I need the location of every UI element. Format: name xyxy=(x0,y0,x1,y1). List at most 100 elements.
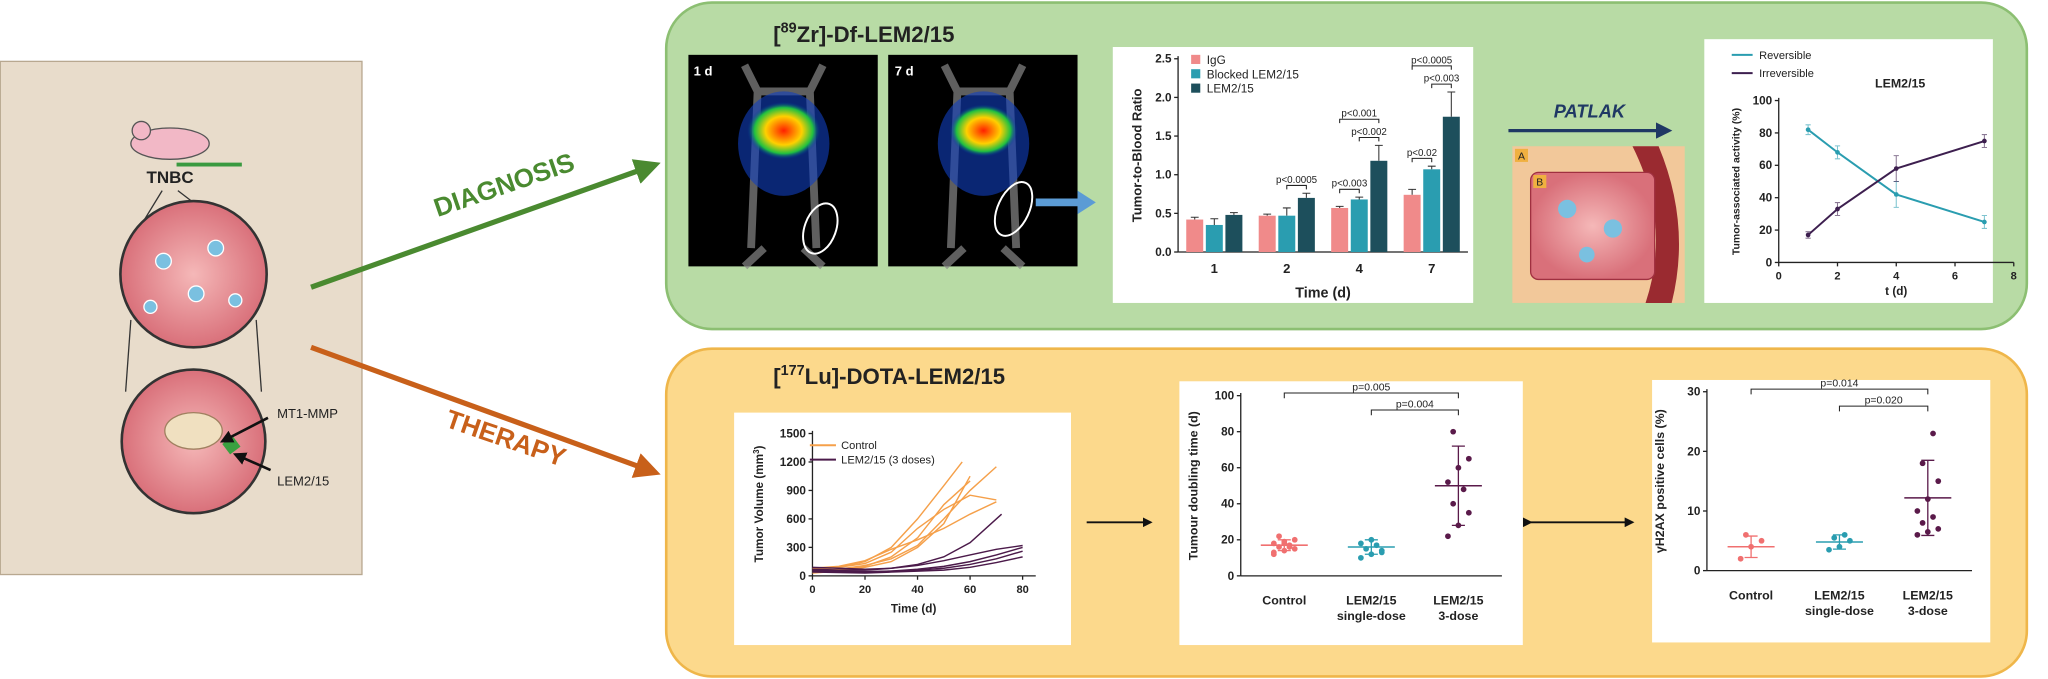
chart-box xyxy=(1704,39,1993,303)
p-value: p<0.003 xyxy=(1332,179,1368,190)
significance-bracket xyxy=(1370,409,1459,416)
patlak-label: PATLAK xyxy=(1554,101,1627,122)
chart-box xyxy=(734,412,1072,646)
error-bar xyxy=(1210,218,1219,225)
point xyxy=(1924,528,1931,535)
x-tick-label: 0 xyxy=(809,584,815,596)
line xyxy=(1807,140,1985,236)
significance-bracket xyxy=(1339,118,1380,124)
therapy-label: THERAPY xyxy=(442,404,570,473)
growth-line xyxy=(812,501,997,569)
diagnosis-arrow xyxy=(310,159,661,290)
error-bar xyxy=(1447,91,1456,117)
point xyxy=(1363,545,1369,552)
point xyxy=(1930,514,1936,520)
point xyxy=(1276,533,1282,540)
zone-label: B xyxy=(1536,177,1543,188)
point xyxy=(1805,127,1811,133)
significance-bracket xyxy=(1339,188,1360,194)
bar xyxy=(1205,224,1223,253)
x-tick-label: 60 xyxy=(964,584,976,596)
pet-image: 7 d xyxy=(888,54,1078,270)
error-bar xyxy=(1190,216,1199,220)
x-tick-label: 2 xyxy=(1283,261,1290,276)
point xyxy=(1368,536,1375,543)
zone-label: A xyxy=(1518,151,1525,162)
therapy-title: [177Lu]-DOTA-LEM2/15 xyxy=(773,363,1005,389)
point xyxy=(1847,537,1853,544)
chart-title: LEM2/15 xyxy=(1875,76,1925,90)
y-tick-label: 100 xyxy=(1753,94,1773,107)
point xyxy=(1291,536,1298,543)
x-tick-label: LEM2/15 3-dose xyxy=(1903,588,1953,618)
label-line: 3-dose xyxy=(1908,604,1948,618)
point xyxy=(1270,549,1277,556)
point xyxy=(1982,219,1987,225)
title-sup: 89 xyxy=(781,21,797,37)
point xyxy=(1465,455,1472,462)
p-value: p<0.001 xyxy=(1341,109,1377,120)
x-tick-label: 2 xyxy=(1834,270,1840,282)
pet-label: 7 d xyxy=(895,64,914,79)
error-bar xyxy=(1335,205,1344,208)
legend-swatch xyxy=(1191,54,1201,64)
chart-box xyxy=(1652,379,1991,643)
bar xyxy=(1278,215,1296,253)
bar xyxy=(1297,197,1315,253)
y-tick-label: 0 xyxy=(1694,565,1701,578)
bar xyxy=(1350,199,1368,253)
flow-arrow xyxy=(1035,190,1096,215)
y-tick-label: 1.0 xyxy=(1155,169,1172,182)
point xyxy=(1930,430,1936,437)
tnbc-label: TNBC xyxy=(146,168,193,187)
label-part: Tumor Volume (mm xyxy=(753,454,766,563)
x-tick-label: Control xyxy=(1262,594,1306,608)
y-tick-label: 20 xyxy=(1759,224,1773,237)
y-tick-label: 1.5 xyxy=(1155,130,1172,143)
point xyxy=(1835,206,1840,212)
bar xyxy=(1370,160,1388,253)
legend-label: Blocked LEM2/15 xyxy=(1207,68,1300,81)
point xyxy=(1373,542,1380,549)
point xyxy=(1914,531,1921,538)
y-tick-label: 0 xyxy=(1766,256,1773,269)
y-tick-label: 80 xyxy=(1221,426,1235,439)
y-tick-label: 0.5 xyxy=(1155,207,1172,220)
point xyxy=(1368,551,1375,558)
x-tick-label: 20 xyxy=(859,584,871,596)
y-tick-label: 100 xyxy=(1215,390,1235,403)
point xyxy=(1445,479,1451,486)
error-bar xyxy=(1427,165,1436,170)
significance-bracket xyxy=(1411,157,1433,163)
x-tick-label: 4 xyxy=(1893,270,1900,282)
legend-swatch xyxy=(1191,69,1201,79)
y-tick-label: 2.0 xyxy=(1155,91,1172,104)
point xyxy=(1358,554,1364,561)
bar xyxy=(1331,207,1349,253)
title-sup: 177 xyxy=(781,363,805,379)
label-line: LEM2/15 xyxy=(1433,594,1483,608)
point xyxy=(1270,540,1277,547)
growth-line xyxy=(812,544,1023,570)
tumor-cells xyxy=(143,239,243,315)
point xyxy=(1919,520,1926,526)
x-axis-label: t (d) xyxy=(1885,285,1907,298)
x-tick-label: 40 xyxy=(911,584,923,596)
significance-bracket xyxy=(1431,83,1452,89)
tumor-tissue xyxy=(119,199,268,349)
point xyxy=(1748,543,1754,550)
y-tick-label: 600 xyxy=(786,513,806,526)
bar xyxy=(1403,194,1421,253)
legend-label: Reversible xyxy=(1759,50,1811,62)
y-tick-label: 20 xyxy=(1687,445,1701,458)
x-axis-label: Time (d) xyxy=(1295,286,1351,302)
point xyxy=(1455,522,1462,529)
bar xyxy=(1258,215,1276,253)
label-line: 3-dose xyxy=(1438,609,1478,623)
y-tick-label: 30 xyxy=(1687,386,1701,399)
y-tick-label: 0 xyxy=(1228,570,1235,583)
point xyxy=(1914,508,1921,514)
x-tick-label: 7 xyxy=(1428,261,1435,276)
point xyxy=(1276,544,1282,550)
legend-label: Irreversible xyxy=(1759,68,1814,80)
